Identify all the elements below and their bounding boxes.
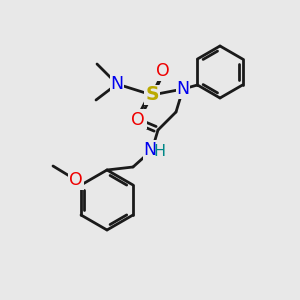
Text: N: N (143, 141, 157, 159)
Text: H: H (153, 143, 165, 158)
Text: N: N (176, 80, 190, 98)
Text: O: O (131, 111, 145, 129)
Text: O: O (156, 62, 170, 80)
Text: O: O (69, 171, 83, 189)
Text: N: N (110, 75, 124, 93)
Text: O: O (132, 110, 146, 128)
Text: S: S (145, 85, 159, 104)
